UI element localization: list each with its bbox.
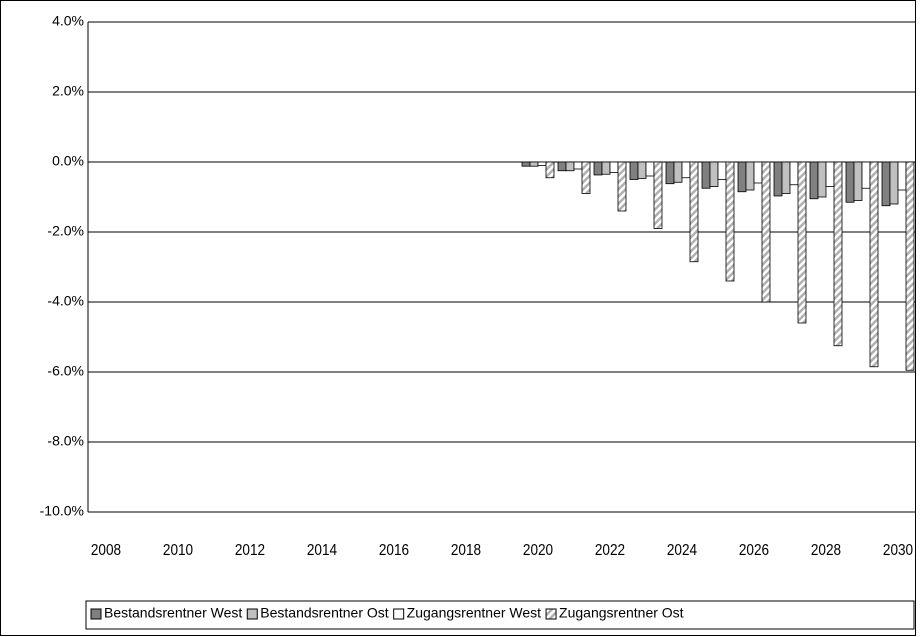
x-tick-label: 2012 bbox=[235, 542, 265, 559]
bar bbox=[781, 161, 791, 194]
bar bbox=[629, 161, 639, 180]
bar bbox=[809, 161, 819, 200]
bar bbox=[593, 161, 603, 176]
y-tick-label: 2.0% bbox=[52, 83, 84, 99]
bar bbox=[861, 161, 871, 189]
bar bbox=[797, 161, 807, 324]
bar bbox=[637, 161, 647, 179]
y-tick-label: -6.0% bbox=[47, 363, 84, 379]
bar bbox=[905, 161, 915, 371]
bar bbox=[845, 161, 855, 203]
x-tick-label: 2020 bbox=[523, 542, 553, 559]
y-tick-label: 4.0% bbox=[52, 13, 84, 29]
legend-label: Bestandsrentner Ost bbox=[260, 605, 389, 621]
x-tick-label: 2022 bbox=[595, 542, 625, 559]
y-tick-label: -2.0% bbox=[47, 223, 84, 239]
x-tick-label: 2024 bbox=[667, 542, 697, 559]
bar bbox=[897, 161, 907, 191]
y-tick-label: -8.0% bbox=[47, 433, 84, 449]
y-tick-label: -10.0% bbox=[40, 503, 84, 519]
bar bbox=[573, 161, 583, 170]
bar bbox=[557, 161, 567, 172]
bar bbox=[825, 161, 835, 187]
legend-swatch bbox=[393, 608, 405, 620]
bar bbox=[673, 161, 683, 183]
x-tick-label: 2010 bbox=[163, 542, 193, 559]
y-tick-label: 0.0% bbox=[52, 153, 84, 169]
bar bbox=[833, 161, 843, 347]
bar bbox=[529, 161, 539, 167]
bar bbox=[869, 161, 879, 368]
bar bbox=[565, 161, 575, 172]
bar bbox=[689, 161, 699, 263]
y-tick-label: -4.0% bbox=[47, 293, 84, 309]
bar bbox=[581, 161, 591, 194]
bar bbox=[709, 161, 719, 187]
legend-box bbox=[85, 600, 915, 630]
bar bbox=[537, 161, 547, 166]
legend-swatch bbox=[90, 608, 102, 620]
x-tick-label: 2008 bbox=[91, 542, 121, 559]
x-tick-label: 2016 bbox=[379, 542, 409, 559]
legend-swatch bbox=[246, 608, 258, 620]
legend-label: Bestandsrentner West bbox=[104, 605, 242, 621]
bar bbox=[645, 161, 655, 177]
bar bbox=[789, 161, 799, 186]
legend-label: Zugangsrentner Ost bbox=[559, 605, 684, 621]
bar bbox=[521, 161, 531, 167]
bar bbox=[665, 161, 675, 185]
bar bbox=[761, 161, 771, 303]
legend-label: Zugangsrentner West bbox=[407, 605, 541, 621]
x-tick-label: 2028 bbox=[811, 542, 841, 559]
bar bbox=[737, 161, 747, 193]
bar bbox=[617, 161, 627, 212]
x-tick-label: 2030 bbox=[883, 542, 913, 559]
bar bbox=[681, 161, 691, 179]
bar bbox=[545, 161, 555, 179]
x-tick-label: 2026 bbox=[739, 542, 769, 559]
bar bbox=[773, 161, 783, 197]
bar bbox=[601, 161, 611, 175]
bar bbox=[609, 161, 619, 173]
x-tick-label: 2014 bbox=[307, 542, 337, 559]
bar bbox=[717, 161, 727, 180]
x-tick-label: 2018 bbox=[451, 542, 481, 559]
bar bbox=[753, 161, 763, 184]
bar bbox=[853, 161, 863, 201]
bar bbox=[817, 161, 827, 198]
bar bbox=[745, 161, 755, 191]
bar bbox=[653, 161, 663, 229]
bar bbox=[725, 161, 735, 282]
bar bbox=[881, 161, 891, 207]
legend-swatch bbox=[545, 608, 557, 620]
bar bbox=[701, 161, 711, 189]
bar bbox=[889, 161, 899, 205]
